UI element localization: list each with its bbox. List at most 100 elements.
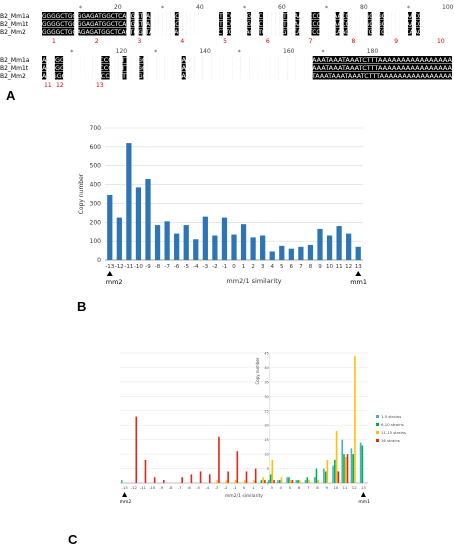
mismatch-cell	[198, 72, 203, 80]
mismatch-cell	[287, 12, 292, 20]
bar	[346, 454, 349, 483]
mismatch-cell	[282, 72, 288, 80]
mismatch-cell	[206, 64, 212, 72]
mismatch-cell	[427, 20, 433, 28]
mismatch-cell	[435, 28, 441, 36]
y-axis-label: Copy number	[255, 357, 260, 384]
bar	[273, 480, 275, 483]
mismatch-cell	[240, 72, 246, 80]
end-label-right: mm1	[350, 278, 367, 286]
sequence-name: B2_Mm2	[0, 73, 26, 80]
mismatch-cell	[359, 12, 364, 20]
mismatch-cell	[299, 56, 305, 64]
mismatch-cell	[238, 28, 244, 36]
bar	[326, 235, 333, 260]
mismatch-cell	[351, 28, 356, 36]
mismatch-cell	[162, 20, 167, 28]
mismatch-cell	[278, 56, 284, 64]
mismatch-cell	[427, 28, 433, 36]
x-tick-label: 3	[261, 264, 265, 270]
mismatch-marker: 1	[52, 38, 56, 45]
x-tick-label: 0	[243, 485, 246, 490]
mismatch-cell	[363, 28, 368, 36]
x-tick-label: 6	[298, 485, 301, 490]
bar	[269, 251, 275, 260]
mismatch-cell	[443, 28, 449, 36]
mismatch-marker: 5	[223, 38, 227, 45]
mismatch-cell	[383, 12, 388, 20]
mismatch-cell	[411, 28, 417, 36]
x-tick-label: -6	[174, 264, 180, 270]
x-tick-label: 5	[289, 485, 292, 490]
mismatch-cell	[84, 72, 89, 80]
bar	[269, 474, 272, 483]
mismatch-cell	[274, 72, 279, 80]
mismatch-cell	[170, 20, 175, 28]
mismatch-cell	[355, 20, 360, 28]
mismatch-cell	[67, 72, 72, 80]
mismatch-marker: 8	[351, 38, 355, 45]
x-tick-label: -2	[224, 485, 228, 490]
mismatch-marker: 7	[309, 38, 313, 45]
bar	[299, 480, 301, 483]
mismatch-cell	[211, 72, 216, 80]
bar	[354, 355, 356, 483]
mismatch-cell	[331, 28, 336, 36]
mismatch-cell	[194, 12, 199, 20]
y-tick-label: 500	[90, 163, 102, 170]
mismatch-cell	[331, 12, 336, 20]
mismatch-cell	[303, 12, 308, 20]
y-tick-label: 600	[90, 144, 102, 151]
mismatch-cell	[126, 72, 131, 80]
bar	[288, 477, 290, 483]
ruler-label: 40	[196, 4, 204, 11]
bar	[218, 436, 220, 483]
mismatch-cell	[423, 12, 429, 20]
panel-label-a: A	[6, 88, 16, 103]
mismatch-cell	[307, 12, 312, 20]
bar	[216, 480, 218, 483]
mismatch-cell	[158, 20, 163, 28]
mismatch-marker: 3	[138, 38, 142, 45]
mismatch-cell	[319, 12, 324, 20]
mismatch-cell	[214, 12, 220, 20]
mismatch-cell	[126, 56, 131, 64]
mismatch-cell	[291, 56, 296, 64]
bar	[135, 187, 142, 260]
bar	[306, 477, 309, 483]
bar	[202, 216, 208, 260]
mismatch-cell	[403, 12, 408, 20]
x-tick-label: 8	[309, 264, 313, 270]
mismatch-cell	[238, 12, 244, 20]
legend-label: 1-5 strains	[381, 414, 401, 419]
bar	[335, 431, 338, 483]
bar	[164, 221, 170, 260]
x-tick-label: -6	[187, 485, 191, 490]
mismatch-cell	[299, 28, 304, 36]
mismatch-cell	[371, 12, 376, 20]
mismatch-cell	[151, 56, 157, 64]
mismatch-cell	[255, 20, 260, 28]
mismatch-cell	[419, 28, 425, 36]
mismatch-cell	[287, 64, 292, 72]
y-tick-label: 25	[264, 409, 268, 413]
sequence-text: ATGGGATCTGATGCCCTCTTCTGGTGTGTCTGAAGACAGC…	[42, 65, 453, 72]
mismatch-cell	[222, 12, 228, 20]
mismatch-cell	[419, 20, 425, 28]
bar	[264, 480, 266, 483]
bar	[336, 226, 342, 260]
mismatch-cell	[383, 28, 388, 36]
mismatch-cell	[63, 56, 68, 64]
mismatch-cell	[419, 12, 425, 20]
y-tick-label: 700	[90, 125, 102, 132]
bar	[163, 480, 165, 483]
x-tick-label: 13	[355, 264, 362, 270]
mismatch-cell	[168, 72, 174, 80]
mismatch-cell	[443, 20, 449, 28]
legend-swatch	[376, 439, 379, 442]
mismatch-cell	[387, 20, 392, 28]
x-tick-label: 2	[251, 264, 255, 270]
bar	[313, 477, 316, 483]
mismatch-cell	[295, 64, 301, 72]
